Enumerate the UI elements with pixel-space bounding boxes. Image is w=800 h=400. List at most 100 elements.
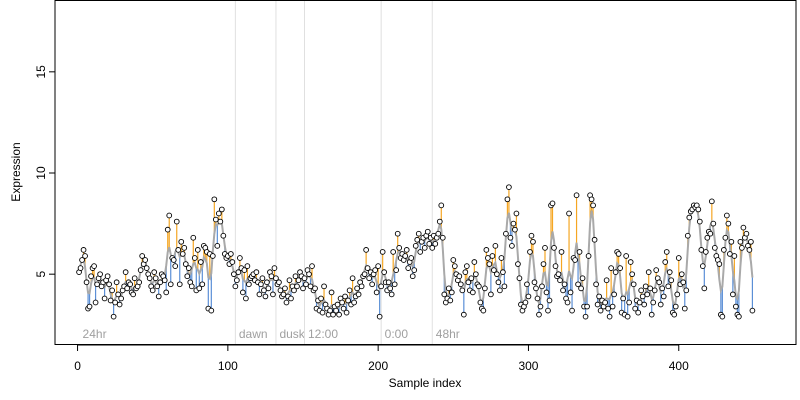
data-point xyxy=(336,311,342,318)
x-tick-label: 300 xyxy=(518,359,538,373)
data-point xyxy=(270,291,276,298)
x-axis: 0 100 200 300 400 xyxy=(74,344,689,373)
data-point xyxy=(573,192,580,199)
data-point xyxy=(109,287,115,294)
data-point xyxy=(462,269,469,276)
data-point xyxy=(707,230,714,237)
data-point xyxy=(94,281,100,288)
data-point xyxy=(307,283,314,290)
data-point xyxy=(349,275,356,282)
data-point xyxy=(79,257,85,263)
data-point xyxy=(495,279,502,286)
data-point xyxy=(369,281,375,288)
data-point xyxy=(97,271,103,278)
data-point xyxy=(647,285,654,292)
x-axis-label: Sample index xyxy=(389,376,462,390)
data-point xyxy=(237,255,243,261)
data-point xyxy=(684,232,691,239)
data-point xyxy=(537,303,544,310)
data-point xyxy=(412,242,419,249)
data-point xyxy=(459,287,466,294)
data-point xyxy=(500,269,506,276)
data-point xyxy=(597,307,604,314)
data-point xyxy=(482,285,488,292)
data-point xyxy=(644,291,651,298)
data-point xyxy=(681,305,688,312)
data-point xyxy=(432,240,439,247)
data-point xyxy=(489,253,496,259)
data-point xyxy=(214,242,221,249)
data-point xyxy=(477,299,484,306)
data-point xyxy=(390,249,397,255)
data-point xyxy=(590,202,596,209)
data-point xyxy=(486,261,493,267)
data-point xyxy=(617,265,623,271)
data-point xyxy=(606,313,613,320)
data-point xyxy=(605,305,611,312)
data-point xyxy=(686,214,693,221)
data-point xyxy=(439,234,446,241)
data-point xyxy=(612,269,619,276)
data-point xyxy=(375,263,382,269)
data-point xyxy=(501,283,508,290)
data-point xyxy=(615,251,622,257)
data-point xyxy=(675,255,682,261)
data-point xyxy=(473,271,479,278)
data-point xyxy=(716,261,723,267)
data-point xyxy=(438,202,445,209)
data-point xyxy=(645,269,652,276)
x-tick-label: 200 xyxy=(368,359,388,373)
data-point xyxy=(506,184,512,191)
data-point xyxy=(727,251,733,257)
data-point xyxy=(451,263,458,269)
data-point xyxy=(229,259,236,265)
data-point xyxy=(115,291,121,298)
data-point xyxy=(240,289,246,296)
data-point xyxy=(552,263,559,269)
data-point xyxy=(724,212,730,219)
data-point xyxy=(545,307,551,314)
data-point xyxy=(83,279,90,286)
data-point xyxy=(468,275,475,282)
data-point xyxy=(564,299,571,306)
data-point xyxy=(701,285,708,292)
data-point xyxy=(722,234,729,241)
data-point xyxy=(232,283,239,290)
data-point xyxy=(306,271,312,278)
data-point xyxy=(381,269,388,276)
data-point xyxy=(492,242,499,249)
data-point xyxy=(241,267,248,273)
data-point xyxy=(671,311,678,318)
data-point xyxy=(244,263,251,269)
data-point xyxy=(181,245,188,251)
data-point xyxy=(704,234,711,241)
data-point xyxy=(668,277,675,284)
data-point xyxy=(112,299,118,306)
data-point xyxy=(82,253,88,259)
data-point xyxy=(175,247,182,253)
data-point xyxy=(450,257,457,263)
data-point xyxy=(746,247,753,253)
data-point xyxy=(319,309,326,316)
data-point xyxy=(596,293,602,300)
data-point xyxy=(209,253,216,259)
data-point xyxy=(558,249,565,255)
data-point xyxy=(355,291,362,298)
data-point xyxy=(582,313,589,320)
data-point xyxy=(702,249,709,255)
data-point xyxy=(333,307,339,314)
data-point xyxy=(662,259,669,265)
data-point xyxy=(534,295,541,302)
data-point xyxy=(483,247,490,253)
data-point xyxy=(463,263,470,269)
data-point xyxy=(711,245,718,251)
data-point xyxy=(531,279,538,286)
data-point xyxy=(417,249,424,255)
data-point xyxy=(190,234,197,241)
data-point xyxy=(426,240,433,247)
data-point xyxy=(113,279,120,286)
data-point xyxy=(653,267,660,273)
data-point xyxy=(636,299,643,306)
data-point xyxy=(602,299,608,306)
data-point xyxy=(182,261,189,267)
